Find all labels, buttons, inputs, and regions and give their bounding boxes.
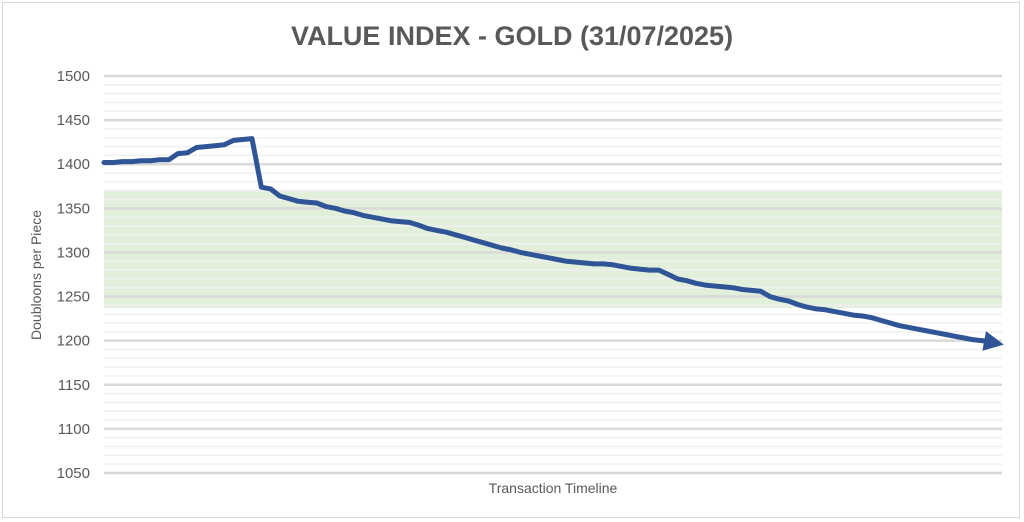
gridlines (104, 74, 1002, 475)
y-tick-label: 1150 (58, 377, 90, 394)
y-tick-label: 1100 (58, 421, 90, 438)
y-tick-label: 1450 (57, 112, 90, 129)
y-axis-ticks: 1500 1450 1400 1350 1300 1250 1200 1150 1100 1050 (57, 68, 90, 482)
y-tick-label: 1250 (57, 289, 90, 306)
y-tick-label: 1400 (57, 156, 90, 173)
series-line (101, 136, 1004, 351)
x-axis-label: Transaction Timeline (489, 480, 618, 496)
y-tick-label: 1300 (57, 244, 90, 261)
y-tick-label: 1050 (57, 465, 90, 482)
y-axis-label: Doubloons per Piece (28, 210, 44, 340)
series-layer (101, 136, 1004, 351)
chart-title: VALUE INDEX - GOLD (31/07/2025) (291, 21, 733, 51)
y-tick-label: 1350 (57, 200, 90, 217)
y-tick-label: 1200 (57, 333, 90, 350)
y-tick-label: 1500 (57, 68, 90, 85)
